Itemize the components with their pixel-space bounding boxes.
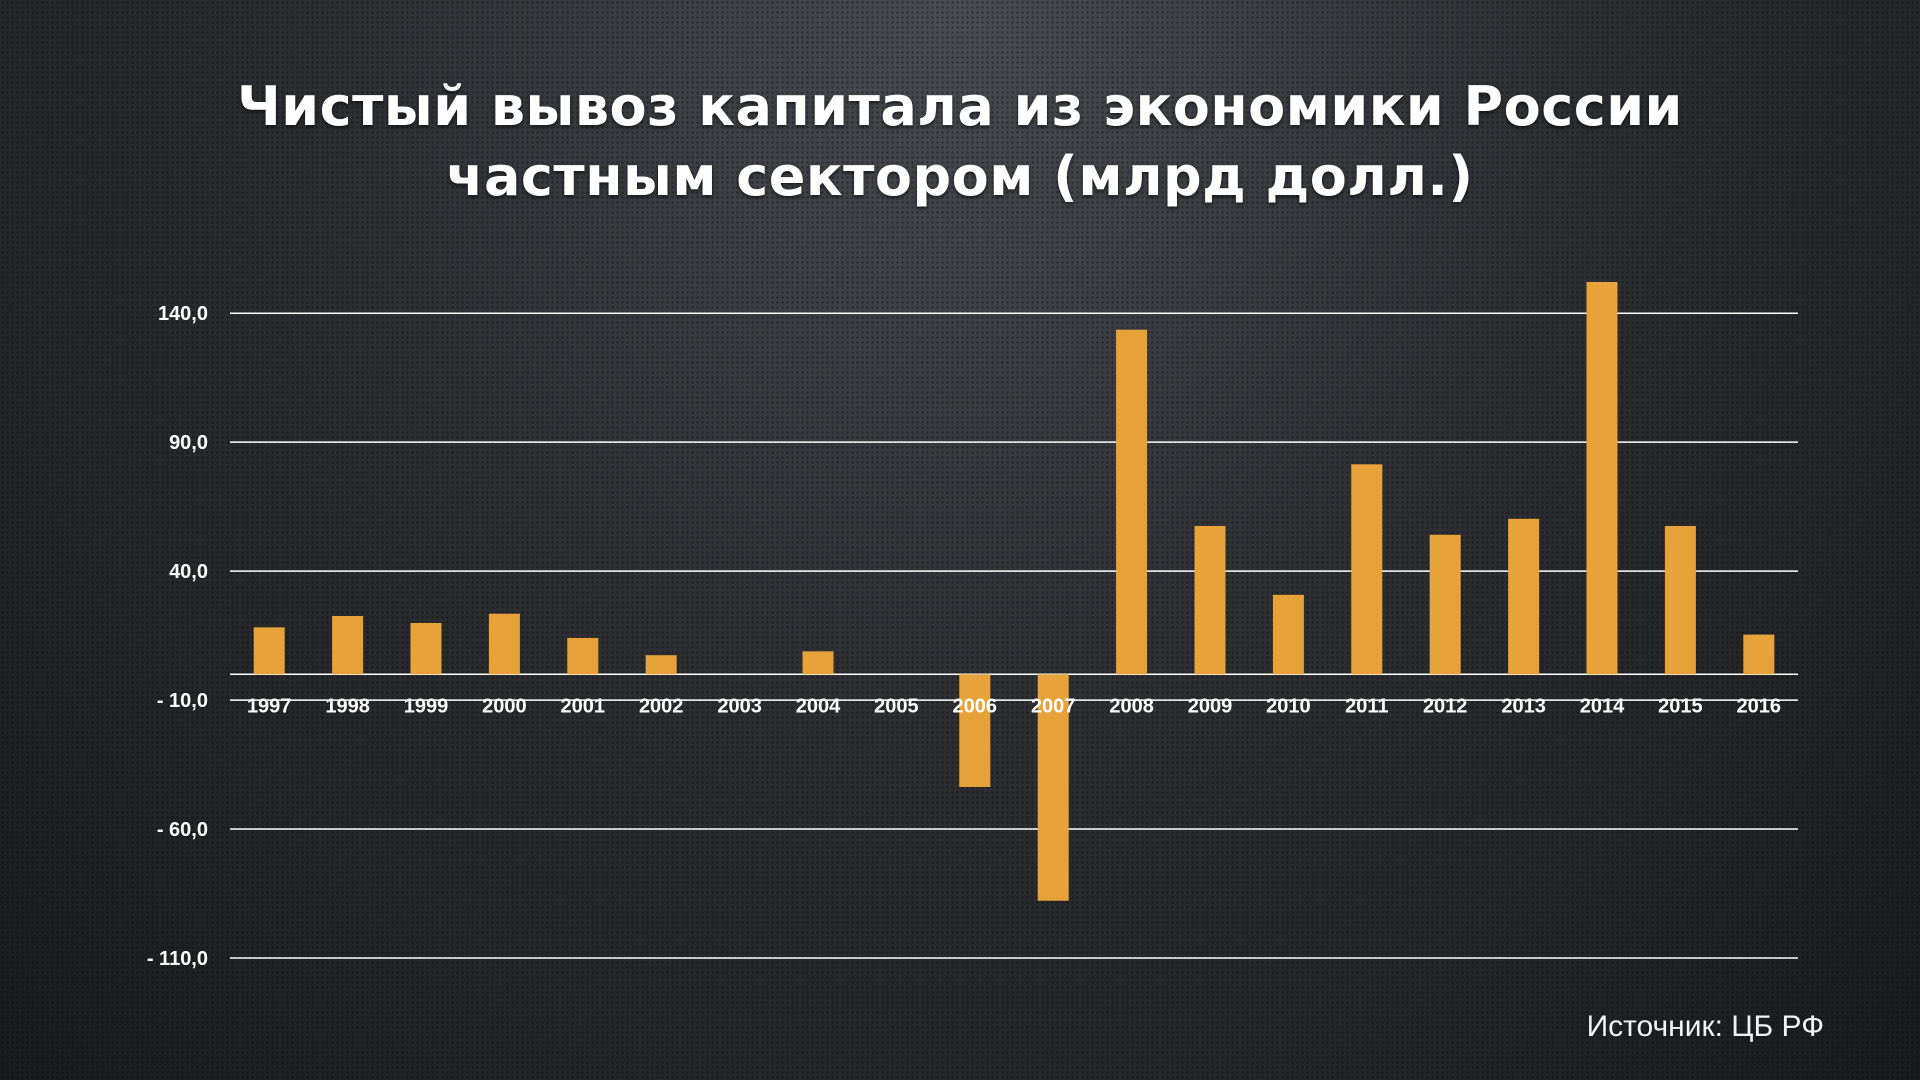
x-tick-label: 1997	[247, 695, 292, 717]
y-axis-tick-labels: 140,0 90,0 40,0 - 10,0 - 60,0 - 110,0	[147, 303, 208, 970]
bar-2013	[1508, 518, 1540, 675]
bar-2004	[802, 651, 834, 675]
bar-2001	[567, 637, 599, 675]
bar-2011	[1351, 464, 1383, 675]
chart-title: Чистый вывоз капитала из экономики Росси…	[0, 72, 1920, 212]
x-tick-label: 2002	[639, 695, 684, 717]
bar-2015	[1664, 525, 1696, 675]
bar-2008	[1116, 329, 1148, 675]
bars	[253, 282, 1775, 901]
y-tick-label: 90,0	[169, 432, 208, 454]
x-tick-label: 2005	[874, 695, 919, 717]
chart-title-line-1: Чистый вывоз капитала из экономики Росси…	[237, 75, 1683, 138]
x-tick-label: 2011	[1345, 695, 1388, 717]
bar-2014	[1586, 282, 1618, 675]
y-tick-label: 140,0	[158, 303, 208, 325]
y-tick-label: - 10,0	[157, 690, 208, 712]
bar-2016	[1743, 634, 1775, 675]
x-tick-label: 2004	[796, 695, 841, 717]
x-tick-label: 2006	[953, 695, 998, 717]
bar-1998	[332, 616, 364, 675]
y-tick-label: - 60,0	[157, 819, 208, 841]
y-tick-label: 40,0	[169, 561, 208, 583]
x-tick-label: 2010	[1266, 695, 1311, 717]
x-axis-tick-labels: 1997 1998 1999 2000 2001 2002 2003 2004 2005 2006…	[247, 695, 1781, 717]
chart-title-line-2: частным сектором (млрд долл.)	[446, 145, 1474, 208]
x-tick-label: 2015	[1658, 695, 1703, 717]
x-tick-label: 2007	[1031, 695, 1076, 717]
x-tick-label: 2001	[561, 695, 606, 717]
bar-2007	[1037, 674, 1069, 901]
x-tick-label: 2009	[1188, 695, 1233, 717]
x-tick-label: 1998	[325, 695, 370, 717]
grid-lines	[230, 312, 1798, 959]
bar-2002	[645, 655, 677, 675]
bar-1999	[410, 622, 442, 675]
x-tick-label: 2013	[1501, 695, 1546, 717]
bar-2000	[488, 613, 520, 675]
bar-2012	[1429, 534, 1461, 675]
bar-1997	[253, 627, 285, 675]
x-tick-label: 2003	[717, 695, 762, 717]
x-tick-label: 2008	[1109, 695, 1154, 717]
x-tick-label: 2014	[1580, 695, 1625, 717]
x-tick-label: 2012	[1423, 695, 1468, 717]
bar-2006	[959, 674, 991, 788]
bar-2009	[1194, 525, 1226, 675]
y-tick-label: - 110,0	[147, 948, 208, 970]
x-tick-label: 1999	[404, 695, 449, 717]
source-note: Источник: ЦБ РФ	[1586, 1010, 1824, 1043]
x-tick-label: 2000	[482, 695, 527, 717]
x-tick-label: 2016	[1737, 695, 1782, 717]
bar-2010	[1272, 594, 1304, 675]
